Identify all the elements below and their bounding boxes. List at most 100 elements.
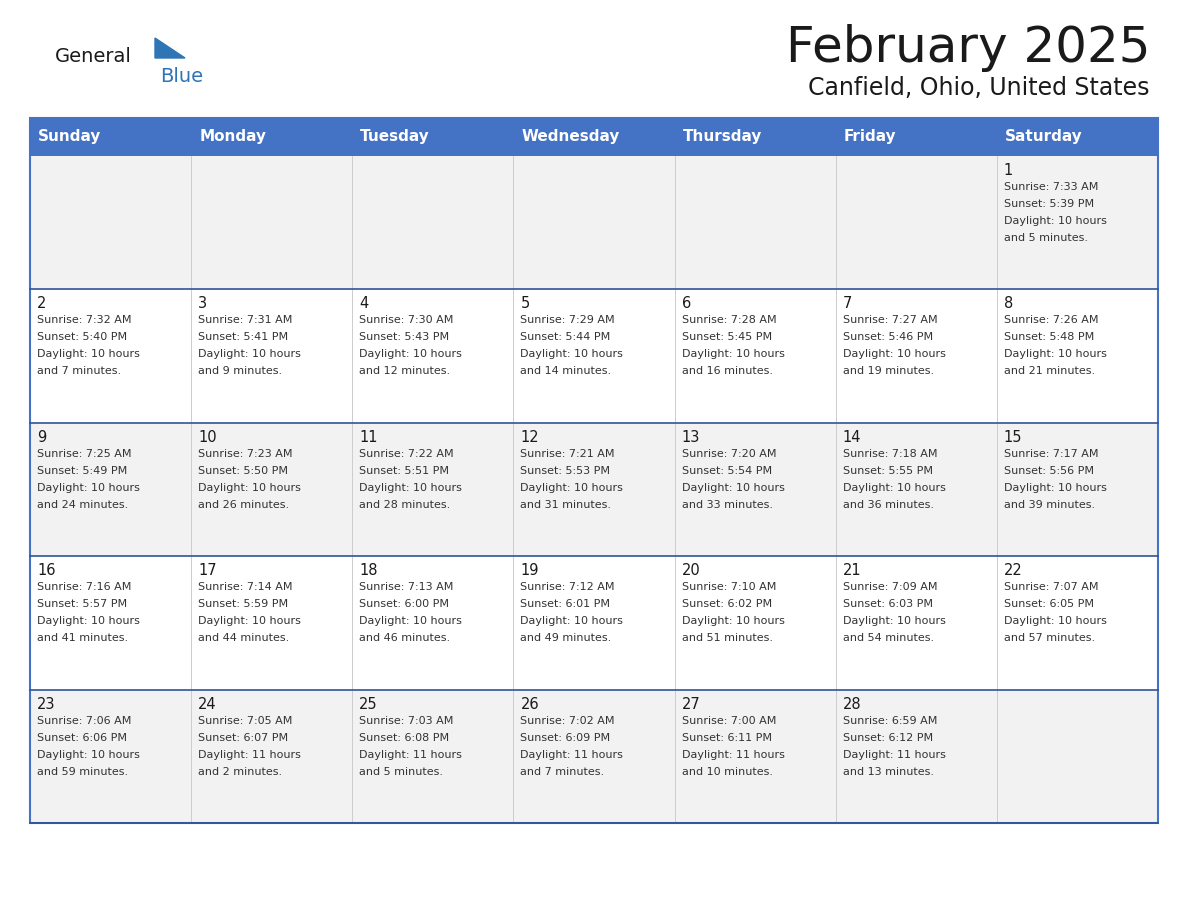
Text: Sunrise: 7:23 AM: Sunrise: 7:23 AM (198, 449, 292, 459)
Text: Daylight: 10 hours: Daylight: 10 hours (359, 483, 462, 493)
Text: February 2025: February 2025 (785, 24, 1150, 72)
Text: and 39 minutes.: and 39 minutes. (1004, 499, 1095, 509)
Text: Daylight: 11 hours: Daylight: 11 hours (198, 750, 301, 759)
Text: Sunrise: 7:05 AM: Sunrise: 7:05 AM (198, 716, 292, 725)
Text: Sunrise: 7:30 AM: Sunrise: 7:30 AM (359, 316, 454, 325)
Text: Sunset: 6:08 PM: Sunset: 6:08 PM (359, 733, 449, 743)
Text: 12: 12 (520, 430, 539, 445)
Text: Sunset: 5:59 PM: Sunset: 5:59 PM (198, 599, 289, 610)
Text: Sunrise: 7:20 AM: Sunrise: 7:20 AM (682, 449, 776, 459)
Bar (30, 118, 1158, 156)
Text: Sunset: 6:03 PM: Sunset: 6:03 PM (842, 599, 933, 610)
Text: and 10 minutes.: and 10 minutes. (682, 767, 772, 777)
Text: and 21 minutes.: and 21 minutes. (1004, 366, 1095, 376)
Text: Daylight: 10 hours: Daylight: 10 hours (682, 483, 784, 493)
Text: Daylight: 10 hours: Daylight: 10 hours (37, 350, 140, 360)
Polygon shape (154, 38, 185, 58)
Text: and 13 minutes.: and 13 minutes. (842, 767, 934, 777)
Text: Sunrise: 7:28 AM: Sunrise: 7:28 AM (682, 316, 776, 325)
Text: Sunrise: 7:32 AM: Sunrise: 7:32 AM (37, 316, 132, 325)
Bar (30, 118, 1158, 823)
Text: Daylight: 10 hours: Daylight: 10 hours (520, 483, 624, 493)
Text: 5: 5 (520, 297, 530, 311)
Bar (30, 556, 1158, 689)
Text: Daylight: 10 hours: Daylight: 10 hours (520, 616, 624, 626)
Text: Saturday: Saturday (1005, 129, 1082, 144)
Text: 24: 24 (198, 697, 216, 711)
Text: 20: 20 (682, 564, 700, 578)
Text: Sunset: 5:53 PM: Sunset: 5:53 PM (520, 465, 611, 476)
Text: Sunset: 5:56 PM: Sunset: 5:56 PM (1004, 465, 1094, 476)
Text: 1: 1 (1004, 163, 1013, 178)
Text: and 44 minutes.: and 44 minutes. (198, 633, 290, 644)
Text: Sunset: 5:46 PM: Sunset: 5:46 PM (842, 332, 933, 342)
Text: 28: 28 (842, 697, 861, 711)
Text: and 33 minutes.: and 33 minutes. (682, 499, 772, 509)
Text: Sunset: 6:05 PM: Sunset: 6:05 PM (1004, 599, 1094, 610)
Text: Sunset: 5:40 PM: Sunset: 5:40 PM (37, 332, 127, 342)
Text: Daylight: 10 hours: Daylight: 10 hours (37, 616, 140, 626)
Text: Sunrise: 7:14 AM: Sunrise: 7:14 AM (198, 582, 292, 592)
Text: and 5 minutes.: and 5 minutes. (359, 767, 443, 777)
Text: and 46 minutes.: and 46 minutes. (359, 633, 450, 644)
Text: and 59 minutes.: and 59 minutes. (37, 767, 128, 777)
Text: Sunset: 6:09 PM: Sunset: 6:09 PM (520, 733, 611, 743)
Text: Canfield, Ohio, United States: Canfield, Ohio, United States (809, 76, 1150, 100)
Bar (30, 423, 1158, 556)
Text: Sunset: 5:45 PM: Sunset: 5:45 PM (682, 332, 772, 342)
Text: Sunset: 5:49 PM: Sunset: 5:49 PM (37, 465, 127, 476)
Text: Sunset: 6:01 PM: Sunset: 6:01 PM (520, 599, 611, 610)
Text: Thursday: Thursday (683, 129, 762, 144)
Text: Sunrise: 7:21 AM: Sunrise: 7:21 AM (520, 449, 615, 459)
Text: 9: 9 (37, 430, 46, 445)
Text: and 24 minutes.: and 24 minutes. (37, 499, 128, 509)
Text: Wednesday: Wednesday (522, 129, 620, 144)
Text: Daylight: 10 hours: Daylight: 10 hours (198, 350, 301, 360)
Text: Sunset: 5:51 PM: Sunset: 5:51 PM (359, 465, 449, 476)
Text: Sunrise: 7:02 AM: Sunrise: 7:02 AM (520, 716, 615, 725)
Text: Sunset: 6:02 PM: Sunset: 6:02 PM (682, 599, 772, 610)
Text: and 49 minutes.: and 49 minutes. (520, 633, 612, 644)
Text: 16: 16 (37, 564, 56, 578)
Text: Sunset: 5:50 PM: Sunset: 5:50 PM (198, 465, 289, 476)
Text: and 14 minutes.: and 14 minutes. (520, 366, 612, 376)
Text: and 12 minutes.: and 12 minutes. (359, 366, 450, 376)
Text: Daylight: 10 hours: Daylight: 10 hours (682, 616, 784, 626)
Text: Sunrise: 7:18 AM: Sunrise: 7:18 AM (842, 449, 937, 459)
Text: 10: 10 (198, 430, 216, 445)
Text: and 57 minutes.: and 57 minutes. (1004, 633, 1095, 644)
Text: and 51 minutes.: and 51 minutes. (682, 633, 772, 644)
Text: Sunset: 5:48 PM: Sunset: 5:48 PM (1004, 332, 1094, 342)
Bar (30, 689, 1158, 823)
Text: Daylight: 11 hours: Daylight: 11 hours (842, 750, 946, 759)
Text: 17: 17 (198, 564, 216, 578)
Text: Daylight: 10 hours: Daylight: 10 hours (682, 350, 784, 360)
Text: 26: 26 (520, 697, 539, 711)
Text: 27: 27 (682, 697, 700, 711)
Text: and 9 minutes.: and 9 minutes. (198, 366, 283, 376)
Text: and 2 minutes.: and 2 minutes. (198, 767, 283, 777)
Text: Sunrise: 7:17 AM: Sunrise: 7:17 AM (1004, 449, 1099, 459)
Text: Sunset: 6:06 PM: Sunset: 6:06 PM (37, 733, 127, 743)
Text: Sunrise: 7:33 AM: Sunrise: 7:33 AM (1004, 182, 1098, 192)
Text: 6: 6 (682, 297, 690, 311)
Text: 14: 14 (842, 430, 861, 445)
Text: Blue: Blue (160, 66, 203, 85)
Text: Daylight: 10 hours: Daylight: 10 hours (1004, 216, 1107, 226)
Text: General: General (55, 47, 132, 65)
Text: 2: 2 (37, 297, 46, 311)
Text: Sunset: 5:39 PM: Sunset: 5:39 PM (1004, 199, 1094, 209)
Text: and 36 minutes.: and 36 minutes. (842, 499, 934, 509)
Text: 23: 23 (37, 697, 56, 711)
Text: Sunrise: 7:03 AM: Sunrise: 7:03 AM (359, 716, 454, 725)
Text: Daylight: 11 hours: Daylight: 11 hours (359, 750, 462, 759)
Text: Daylight: 10 hours: Daylight: 10 hours (1004, 350, 1107, 360)
Text: Daylight: 10 hours: Daylight: 10 hours (359, 616, 462, 626)
Text: Sunrise: 7:06 AM: Sunrise: 7:06 AM (37, 716, 132, 725)
Text: Daylight: 10 hours: Daylight: 10 hours (842, 616, 946, 626)
Text: 18: 18 (359, 564, 378, 578)
Text: Daylight: 10 hours: Daylight: 10 hours (842, 483, 946, 493)
Text: Daylight: 10 hours: Daylight: 10 hours (37, 483, 140, 493)
Text: and 16 minutes.: and 16 minutes. (682, 366, 772, 376)
Text: Sunset: 5:55 PM: Sunset: 5:55 PM (842, 465, 933, 476)
